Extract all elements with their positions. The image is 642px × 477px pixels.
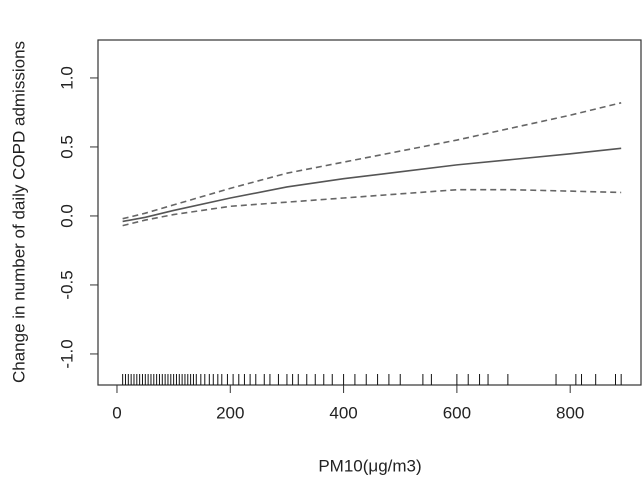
- y-tick-label: -0.5: [57, 270, 76, 299]
- x-tick-label: 400: [329, 403, 357, 422]
- confidence-band: [122, 188, 622, 227]
- y-tick-label: 1.0: [57, 66, 76, 90]
- y-tick-label: -1.0: [57, 339, 76, 368]
- x-tick-label: 0: [112, 403, 121, 422]
- fit-line: [122, 147, 622, 223]
- confidence-band: [122, 102, 622, 220]
- x-tick-label: 600: [443, 403, 471, 422]
- x-tick-label: 800: [556, 403, 584, 422]
- x-axis-label: PM10(μg/m3): [318, 456, 421, 475]
- y-tick-label: 0.5: [57, 135, 76, 159]
- x-tick-label: 200: [216, 403, 244, 422]
- plot-frame: [97, 39, 642, 386]
- y-tick-label: 0.0: [57, 204, 76, 228]
- y-axis-label: Change in number of daily COPD admission…: [9, 41, 28, 383]
